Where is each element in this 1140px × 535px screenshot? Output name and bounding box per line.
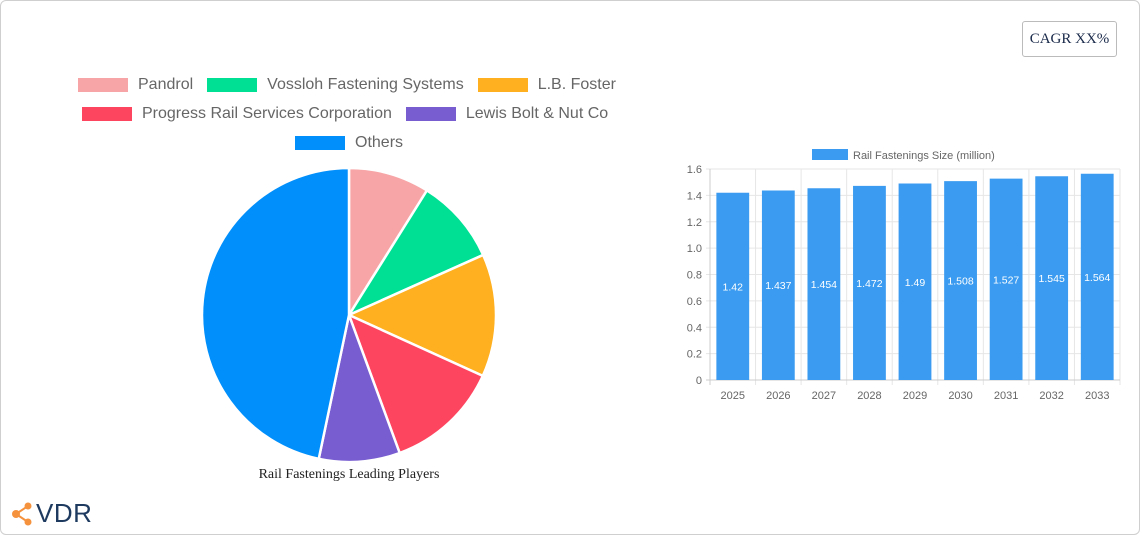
pie-slice-others[interactable] (200, 166, 351, 461)
legend-item-pandrol[interactable]: Pandrol (78, 76, 193, 94)
bar-2028[interactable] (853, 185, 886, 380)
x-tick-label: 2033 (1085, 390, 1109, 402)
pie-chart (200, 166, 498, 464)
bar-value-label: 1.437 (765, 280, 791, 292)
bar-legend-swatch (812, 149, 848, 160)
pie-legend-row-1: Pandrol Vossloh Fastening Systems L.B. F… (78, 76, 616, 94)
bar-2033[interactable] (1080, 173, 1114, 380)
y-tick-label: 1.4 (687, 190, 702, 202)
legend-swatch (295, 136, 345, 150)
x-tick-label: 2029 (903, 390, 927, 402)
x-tick-label: 2028 (857, 390, 881, 402)
bar-2025[interactable] (716, 192, 750, 380)
x-tick-label: 2027 (812, 390, 836, 402)
y-tick-label: 0.4 (687, 322, 702, 334)
bar-value-label: 1.508 (947, 276, 973, 288)
cagr-badge: CAGR XX% (1022, 21, 1117, 57)
y-tick-label: 0.6 (687, 296, 702, 308)
pie-legend-row-2: Progress Rail Services Corporation Lewis… (82, 105, 608, 123)
bar-2027[interactable] (807, 188, 841, 380)
legend-label: Lewis Bolt & Nut Co (465, 105, 609, 122)
y-tick-label: 1.2 (687, 217, 702, 229)
x-tick-label: 2026 (766, 390, 790, 402)
legend-swatch (405, 107, 456, 121)
pie-chart-title: Rail Fastenings Leading Players (258, 467, 440, 482)
pie-slice-l-b-foster[interactable] (345, 253, 498, 378)
legend-label: Pandrol (138, 76, 194, 93)
bar-value-label: 1.49 (905, 277, 926, 289)
legend-item-lewis-bolt[interactable]: Lewis Bolt & Nut Co (405, 105, 609, 123)
bar-2029[interactable] (898, 183, 932, 380)
legend-swatch (78, 78, 128, 92)
pie-slice-vossloh-fastening-systems[interactable] (345, 188, 485, 318)
pie-slice-pandrol[interactable] (347, 166, 429, 320)
bar-value-label: 1.454 (811, 279, 837, 291)
pie-slice-progress-rail-services-corporation[interactable] (346, 312, 485, 455)
bar-value-label: 1.42 (723, 281, 744, 293)
y-tick-label: 0 (696, 375, 702, 387)
legend-label: L.B. Foster (537, 76, 616, 93)
legend-swatch (82, 107, 132, 121)
logo-text: VDR (36, 498, 93, 528)
legend-label: Progress Rail Services Corporation (142, 105, 392, 122)
bar-legend-label[interactable]: Rail Fastenings Size (million) (853, 150, 995, 162)
legend-item-progress-rail[interactable]: Progress Rail Services Corporation (82, 105, 392, 123)
bar-value-label: 1.545 (1039, 273, 1065, 285)
vdr-logo[interactable]: VDR (10, 498, 92, 529)
legend-swatch (207, 78, 258, 92)
legend-label: Others (355, 134, 404, 151)
legend-swatch (477, 78, 528, 92)
x-tick-label: 2025 (721, 390, 745, 402)
bar-2031[interactable] (989, 178, 1023, 380)
x-tick-label: 2032 (1039, 390, 1063, 402)
pie-slice-lewis-bolt-nut-co[interactable] (317, 310, 402, 464)
bar-2030[interactable] (944, 181, 977, 380)
bar-2032[interactable] (1035, 176, 1069, 380)
y-tick-label: 1.6 (687, 164, 702, 176)
pie-legend-row-3: Others (295, 134, 403, 152)
legend-item-lb-foster[interactable]: L.B. Foster (477, 76, 616, 94)
legend-label: Vossloh Fastening Systems (267, 76, 464, 93)
bar-value-label: 1.527 (993, 274, 1019, 286)
y-tick-label: 0.2 (687, 349, 702, 361)
share-nodes-icon (12, 502, 32, 525)
legend-item-others[interactable]: Others (295, 134, 403, 152)
bar-2026[interactable] (761, 190, 795, 380)
y-tick-label: 1.0 (687, 243, 702, 255)
y-tick-label: 0.8 (687, 270, 702, 282)
bar-value-label: 1.564 (1084, 272, 1110, 284)
x-tick-label: 2031 (994, 390, 1018, 402)
legend-item-vossloh[interactable]: Vossloh Fastening Systems (207, 76, 464, 94)
bar-value-label: 1.472 (856, 278, 882, 290)
x-tick-label: 2030 (948, 390, 972, 402)
